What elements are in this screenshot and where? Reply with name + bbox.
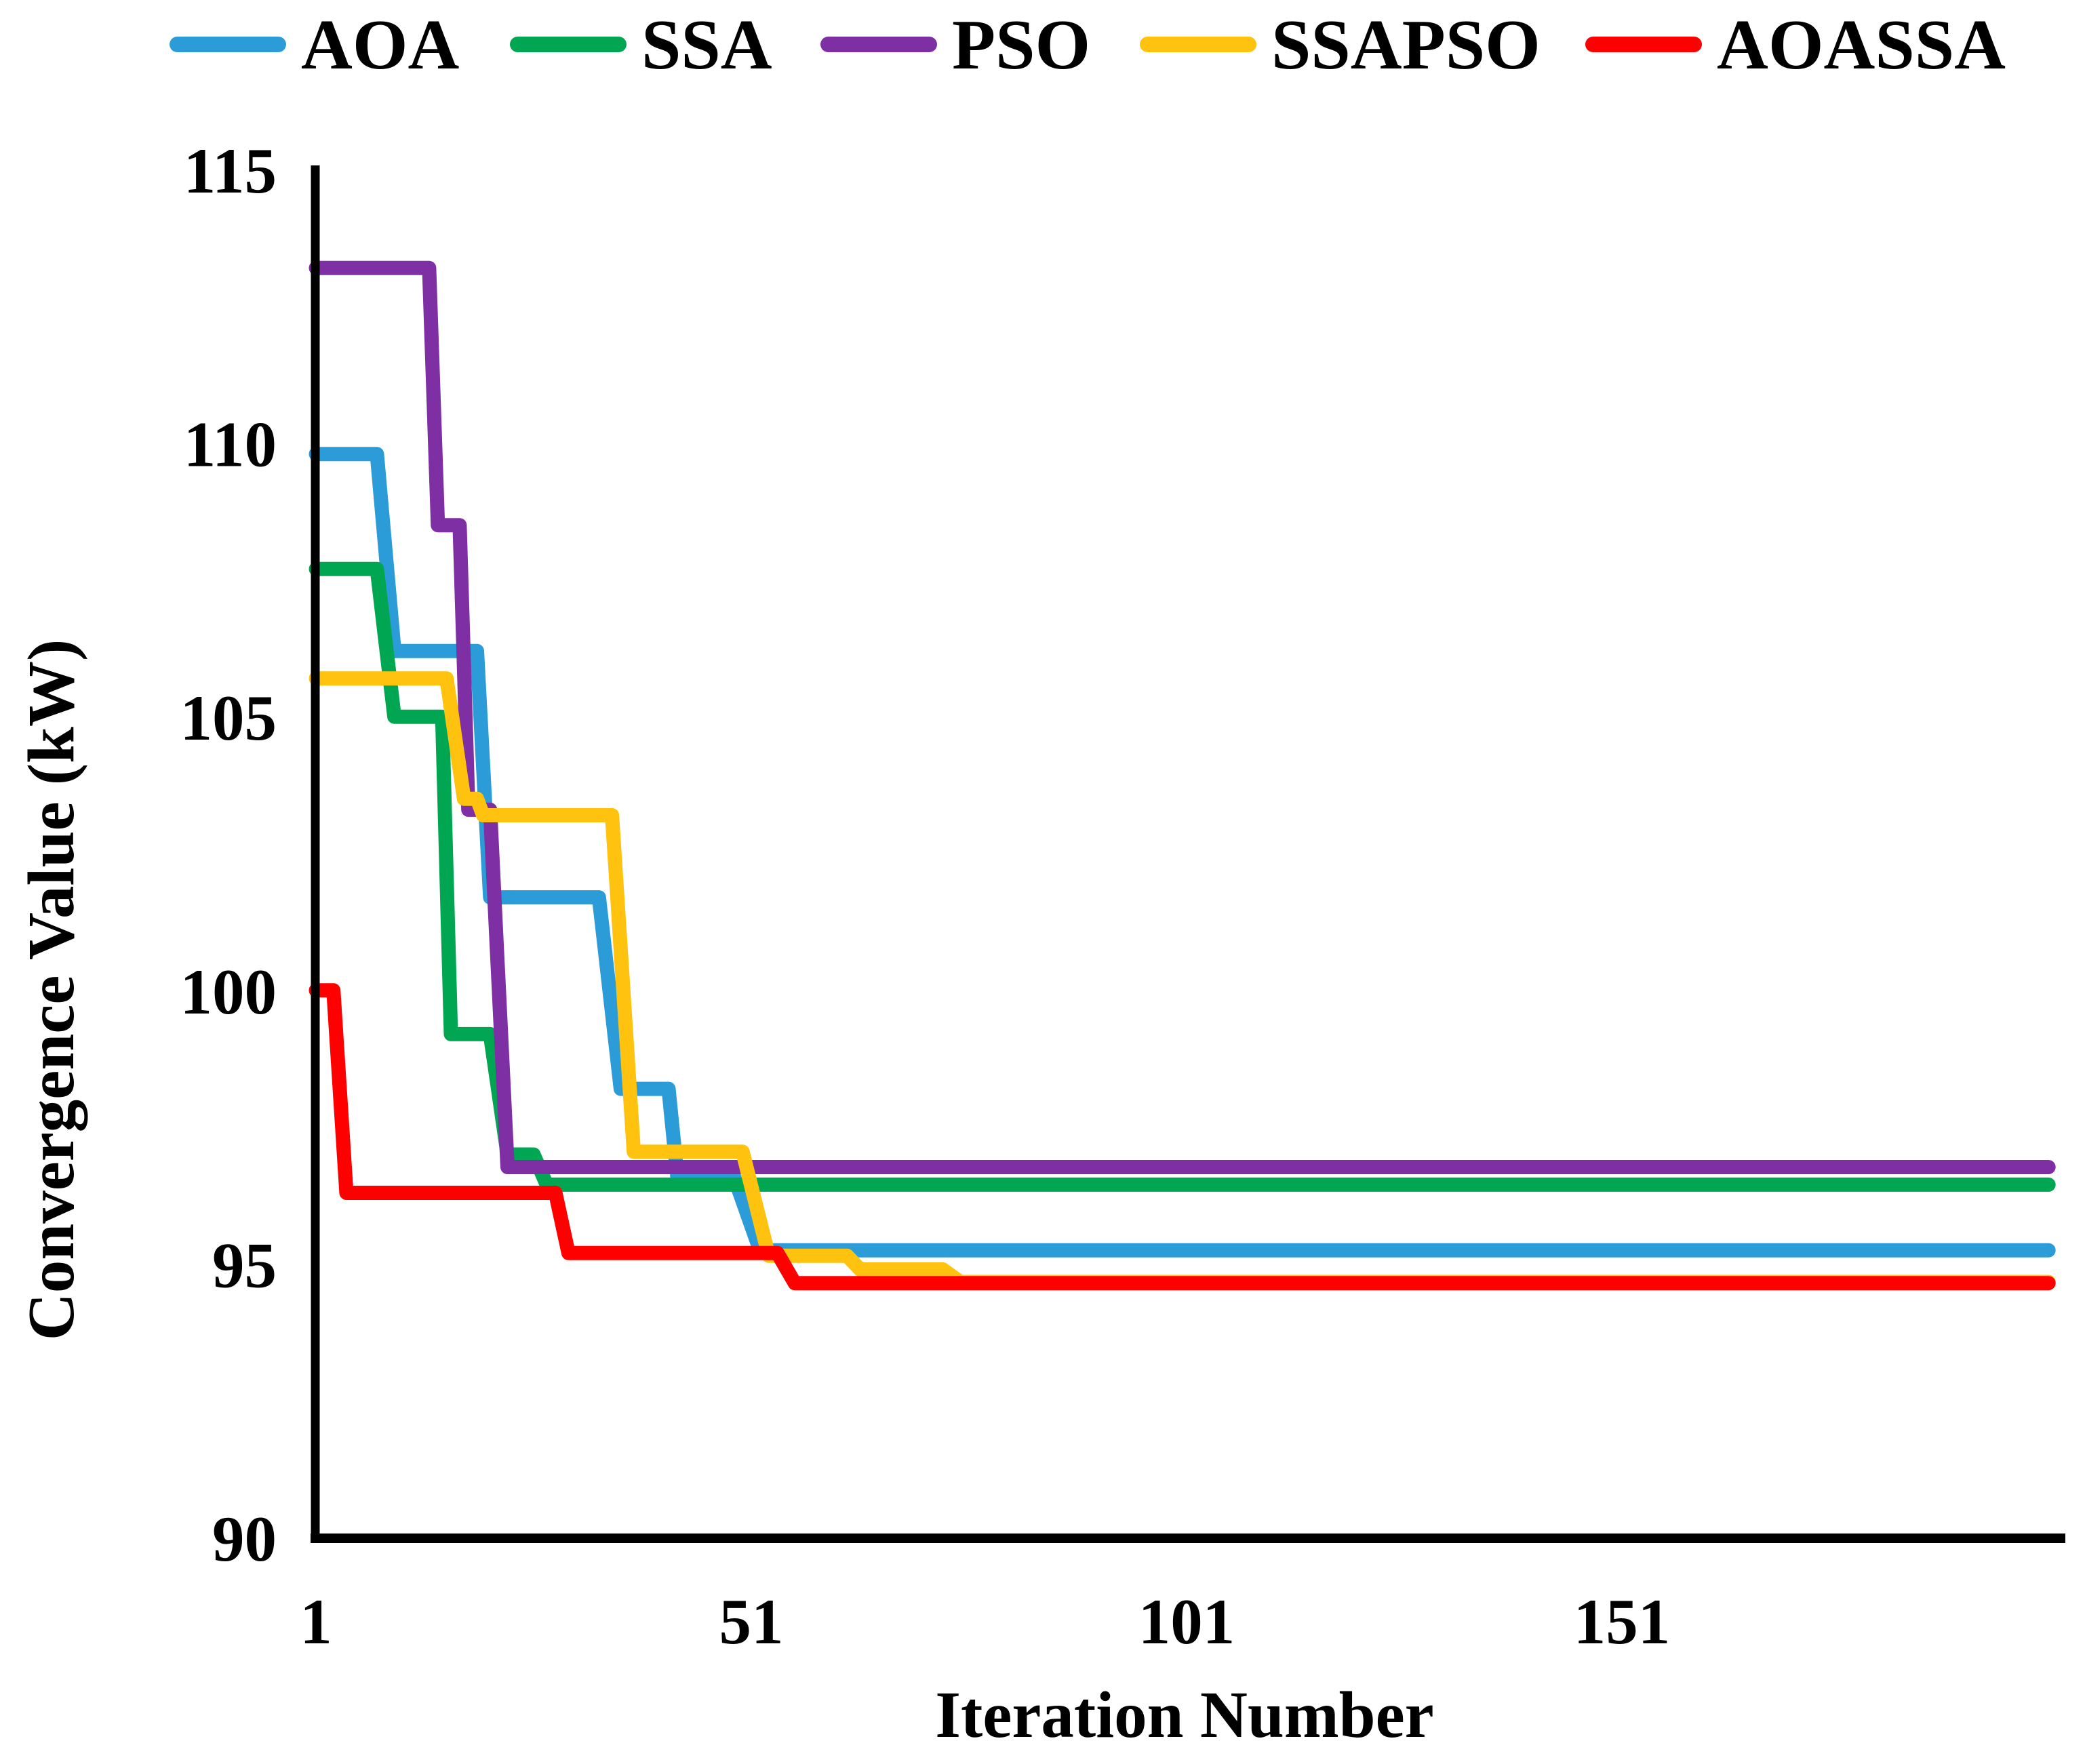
y-tick-label-100: 100	[180, 956, 277, 1028]
legend-swatch-aoa	[170, 36, 286, 52]
y-tick-label-105: 105	[180, 682, 277, 754]
x-tick-label-151: 151	[1574, 1586, 1671, 1658]
y-tick-label-110: 110	[184, 409, 277, 481]
x-tick-label-51: 51	[719, 1586, 784, 1658]
y-tick-label-90: 90	[212, 1503, 277, 1575]
y-axis-title: Convergence Value (kW)	[15, 639, 87, 1341]
y-tick-label-95: 95	[212, 1229, 277, 1301]
legend-label-ssapso: SSAPSO	[1271, 4, 1541, 84]
legend-swatch-ssapso	[1140, 36, 1256, 52]
x-axis-title: Iteration Number	[935, 1679, 1433, 1751]
legend-item-aoassa: AOASSA	[1585, 7, 2006, 81]
x-tick-label-1: 1	[300, 1586, 332, 1658]
legend-label-pso: PSO	[952, 4, 1091, 84]
legend-item-ssapso: SSAPSO	[1140, 7, 1541, 81]
legend-swatch-aoassa	[1585, 36, 1702, 52]
legend-swatch-ssa	[510, 36, 627, 52]
legend-label-aoa: AOA	[301, 4, 460, 84]
y-tick-label-115: 115	[184, 135, 277, 207]
series-line-pso	[309, 260, 2056, 1174]
legend-swatch-pso	[820, 36, 937, 52]
y-axis-tick-labels: 115 110 105 100 95 90	[180, 135, 277, 1575]
x-tick-label-101: 101	[1138, 1586, 1235, 1658]
legend-item-pso: PSO	[820, 7, 1090, 81]
series-line-ssapso	[309, 671, 2056, 1289]
series-line-aoa	[309, 447, 2056, 1258]
legend-item-aoa: AOA	[170, 7, 459, 81]
chart-legend: AOA SSA PSO SSAPSO AOASSA	[0, 0, 2085, 88]
series-line-aoassa	[309, 983, 2056, 1291]
legend-label-aoassa: AOASSA	[1717, 4, 2006, 84]
series-line-ssa	[309, 561, 2056, 1192]
series-group	[309, 260, 2056, 1291]
legend-label-ssa: SSA	[641, 4, 772, 84]
legend-item-ssa: SSA	[510, 7, 772, 81]
x-axis-tick-labels: 1 51 101 151	[300, 1586, 1670, 1658]
